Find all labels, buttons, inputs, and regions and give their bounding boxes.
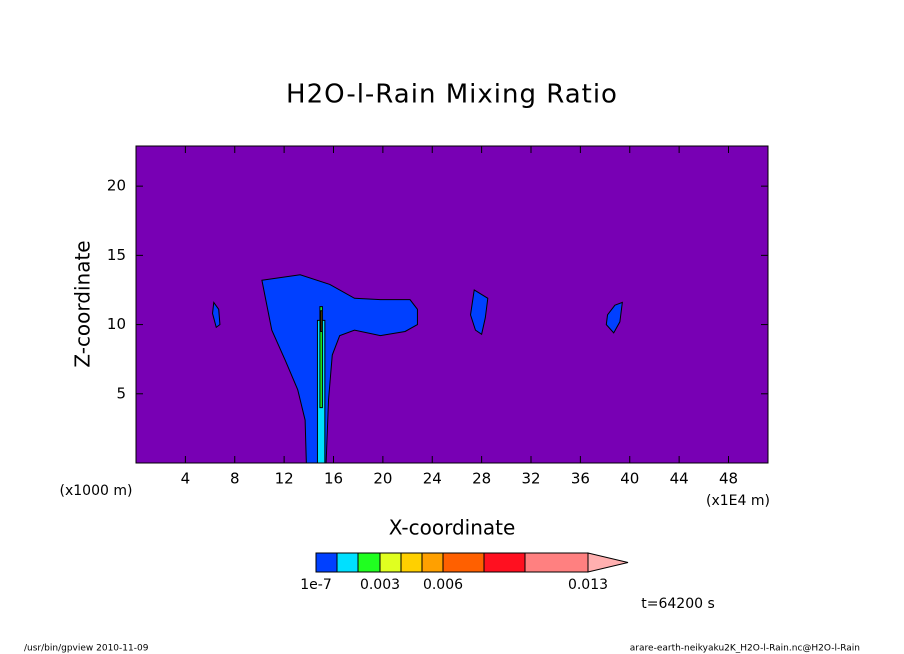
x-axis-label: X-coordinate bbox=[389, 516, 516, 540]
colorbar-box bbox=[442, 552, 485, 573]
colorbar-label: 1e-7 bbox=[300, 577, 331, 593]
x-tick-label: 24 bbox=[423, 470, 442, 488]
footer-left: /usr/bin/gpview 2010-11-09 bbox=[24, 644, 149, 654]
footer-right: arare-earth-neikyaku2K_H2O-l-Rain.nc@H2O… bbox=[630, 644, 860, 654]
colorbar-box bbox=[336, 552, 359, 573]
colorbar-box bbox=[421, 552, 444, 573]
colorbar-box bbox=[400, 552, 423, 573]
x-tick-label: 32 bbox=[521, 470, 540, 488]
colorbar-arrow bbox=[587, 552, 629, 573]
x-tick-label: 48 bbox=[719, 470, 738, 488]
x-tick-label: 28 bbox=[472, 470, 491, 488]
x-tick-label: 40 bbox=[620, 470, 639, 488]
contour-region bbox=[212, 301, 221, 329]
colorbar-label: 0.013 bbox=[568, 577, 608, 593]
x-tick-label: 12 bbox=[275, 470, 294, 488]
x-tick-label: 4 bbox=[181, 470, 191, 488]
y-axis-label: Z-coordinate bbox=[71, 240, 95, 367]
contour-region bbox=[261, 274, 418, 464]
time-label: t=64200 s bbox=[641, 596, 715, 612]
x-tick-label: 44 bbox=[670, 470, 689, 488]
y-tick-label: 10 bbox=[107, 315, 126, 333]
x-unit-label: (x1E4 m) bbox=[706, 493, 770, 509]
y-tick-label: 15 bbox=[107, 246, 126, 264]
colorbar-box bbox=[357, 552, 381, 573]
y-tick-label: 5 bbox=[116, 384, 126, 402]
colorbar-box bbox=[315, 552, 338, 573]
contour-region bbox=[320, 310, 323, 332]
colorbar-box bbox=[483, 552, 526, 573]
contour-region bbox=[605, 301, 623, 334]
x-tick-label: 8 bbox=[230, 470, 240, 488]
plot-background bbox=[136, 146, 768, 463]
y-unit-label: (x1000 m) bbox=[60, 483, 133, 499]
plot-frame bbox=[135, 145, 769, 464]
y-tick-label: 20 bbox=[107, 177, 126, 195]
contour-region bbox=[470, 289, 489, 336]
colorbar-box bbox=[379, 552, 402, 573]
colorbar-box bbox=[524, 552, 589, 573]
colorbar-label: 0.006 bbox=[423, 577, 463, 593]
x-tick-label: 16 bbox=[324, 470, 343, 488]
x-tick-label: 20 bbox=[373, 470, 392, 488]
x-tick-label: 36 bbox=[571, 470, 590, 488]
chart-title: H2O-l-Rain Mixing Ratio bbox=[286, 80, 618, 110]
colorbar-label: 0.003 bbox=[360, 577, 400, 593]
